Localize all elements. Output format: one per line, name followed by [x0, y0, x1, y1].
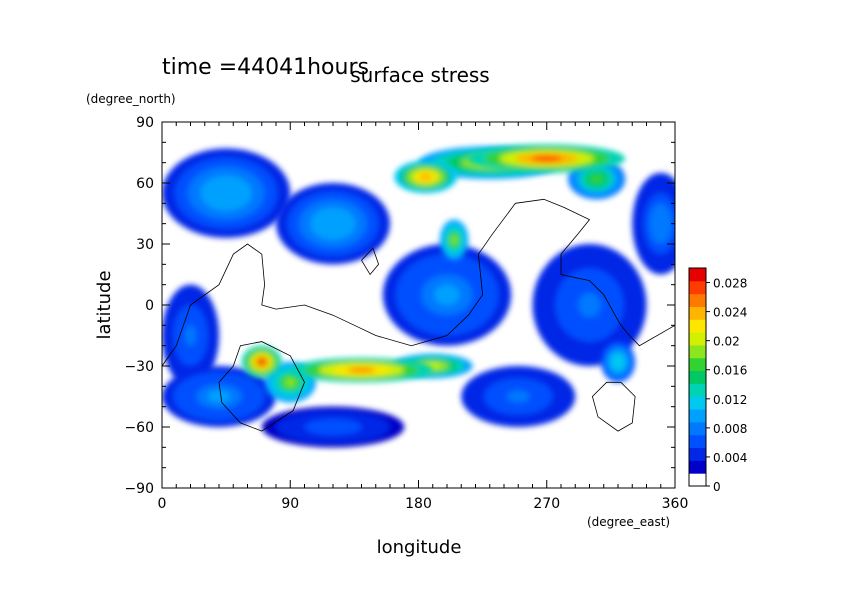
y-tick-label: 30: [136, 237, 154, 253]
y-units-label: (degree_north): [86, 92, 176, 106]
field-blob: [162, 284, 219, 387]
colorbar-segment: [689, 319, 706, 333]
colorbar-tick-label: 0.004: [713, 451, 747, 465]
colorbar-segment: [689, 460, 706, 474]
colorbar: 0 0.004 0.008 0.012 0.016 0.02 0.024 0.028: [688, 267, 747, 494]
field-blob: [600, 341, 636, 383]
colorbar-segment: [689, 306, 706, 320]
x-units-label: (degree_east): [587, 515, 670, 529]
y-tick-label: −30: [124, 359, 154, 375]
field-blob: [162, 366, 276, 427]
coastline: [591, 381, 636, 432]
colorbar-frame: [688, 267, 707, 487]
colorbar-segment: [689, 396, 706, 410]
x-tick-label: 270: [533, 496, 560, 512]
field-blob: [461, 366, 576, 427]
colorbar-tick-label: 0.028: [713, 277, 747, 291]
colorbar-segment: [689, 421, 706, 436]
y-axis-label: latitude: [94, 270, 115, 339]
chart-subtitle: time =44041hours: [162, 55, 369, 80]
field-blob: [261, 406, 405, 448]
colorbar-tick-label: 0.008: [713, 422, 747, 436]
chart-title: surface stress: [350, 63, 489, 87]
field-blob: [241, 345, 282, 379]
colorbar-segment: [689, 473, 706, 487]
y-tick-label: −90: [124, 481, 154, 497]
colorbar-segment: [689, 293, 706, 307]
field-blob: [468, 144, 626, 173]
colorbar-tick-label: 0: [713, 480, 721, 494]
x-axis-label: longitude: [377, 537, 462, 558]
colorbar-tick-label: 0.02: [713, 335, 740, 349]
colorbar-segment: [689, 332, 706, 346]
field-blob: [382, 244, 512, 346]
colorbar-tick-label: 0.024: [713, 306, 747, 320]
colorbar-segment: [689, 370, 706, 384]
colorbar-segment: [689, 357, 706, 372]
colorbar-segment: [689, 383, 706, 397]
coastline: [162, 198, 675, 367]
colorbar-segment: [689, 280, 706, 295]
x-tick-label: 0: [158, 496, 167, 512]
colorbar-segment: [689, 409, 706, 423]
colorbar-tick-label: 0.012: [713, 393, 747, 407]
axes: 0 90 180 270 360 −90 −60 −30 0 30 60 90: [124, 115, 688, 512]
field-blob: [276, 183, 390, 265]
field-blob: [162, 148, 291, 238]
y-tick-label: 0: [145, 298, 154, 314]
field-blob: [439, 219, 469, 261]
y-tick-label: −60: [124, 420, 154, 436]
colorbar-tick-label: 0.016: [713, 364, 747, 378]
x-tick-label: 180: [405, 496, 432, 512]
x-tick-label: 90: [281, 496, 299, 512]
field-blob: [632, 172, 675, 275]
field-blob: [290, 357, 433, 383]
colorbar-segment: [689, 447, 706, 461]
y-tick-label: 60: [136, 176, 154, 192]
colorbar-segment: [689, 268, 706, 282]
coastline: [218, 341, 305, 432]
y-tick-label: 90: [136, 115, 154, 131]
field-blob: [394, 160, 457, 194]
colorbar-segment: [689, 434, 706, 449]
coastline: [361, 247, 380, 276]
colorbar-segment: [689, 344, 706, 359]
x-tick-label: 360: [662, 496, 689, 512]
coastlines: [162, 198, 675, 432]
stress-field: [162, 144, 675, 448]
